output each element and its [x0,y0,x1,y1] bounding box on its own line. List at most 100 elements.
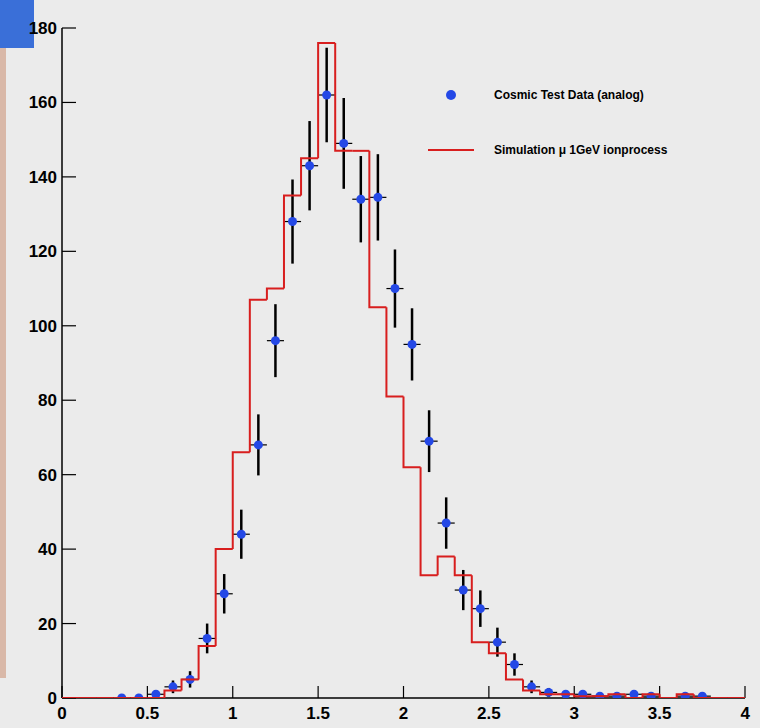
hist-bin [455,557,472,576]
data-point [254,440,263,449]
x-error-bar [113,697,130,698]
hist-bin [147,697,164,698]
y-tick [62,474,76,475]
data-point [356,195,365,204]
hist-bin [694,694,711,698]
hist-bin [557,693,574,695]
hist-bin [79,697,96,698]
y-tick-label: 100 [29,317,57,336]
x-tick-label: 2 [399,704,408,723]
x-tick [318,686,319,698]
y-tick-label: 40 [38,540,57,559]
data-point [390,284,399,293]
data-point [510,660,519,669]
x-tick-label: 1 [228,704,237,723]
legend-label: Simulation μ 1GeV ionprocess [494,143,668,157]
hist-bin [643,694,660,698]
chart: 00.511.522.533.5402040608010012014016018… [0,0,760,728]
y-tick [62,176,76,177]
data-point [203,634,212,643]
data-point [493,638,502,647]
hist-bin [352,150,369,152]
data-point [425,437,434,446]
hist-bin [472,575,489,642]
y-tick-label: 160 [29,93,57,112]
x-error-bar [130,697,147,698]
hist-bin [574,694,591,696]
y-tick [62,325,76,326]
hist-bin [506,653,523,679]
data-point [544,688,553,697]
legend-swatch [446,90,456,100]
hist-bin [489,642,506,653]
y-tick-label: 180 [29,19,57,38]
hist-bin [164,691,181,698]
data-point [305,161,314,170]
x-error-bar [591,696,608,697]
hist-bin [523,679,540,690]
y-tick [62,623,76,624]
hist-bin [386,307,403,396]
hist-bin [335,43,352,151]
hist-bin [608,694,625,696]
plot-area [62,28,745,698]
x-tick-label: 0 [57,704,66,723]
data-point [476,604,485,613]
y-tick-label: 0 [48,689,57,708]
hist-bin [301,158,318,195]
data-point [237,530,246,539]
y-tick [62,27,76,28]
hist-bin [404,397,421,468]
x-tick-label: 3 [570,704,579,723]
hist-bin [438,557,455,576]
data-point [288,217,297,226]
y-tick-label: 80 [38,391,57,410]
hist-bin [421,467,438,575]
data-point [373,193,382,202]
marks [62,43,745,698]
x-tick-label: 1.5 [306,704,330,723]
data-point [459,586,468,595]
x-tick-label: 2.5 [477,704,501,723]
x-tick-label: 3.5 [648,704,672,723]
y-tick [62,549,76,550]
y-tick-label: 140 [29,168,57,187]
x-tick [403,686,404,698]
hist-bin [62,697,79,698]
hist-bin [96,697,113,698]
hist-bin [284,196,301,289]
hist-bin [660,694,677,698]
data-point [408,340,417,349]
hist-bin [182,679,199,690]
hist-bin [233,452,250,549]
hist-bin [113,697,130,698]
hist-bin [267,289,284,300]
hist-bin [130,697,147,698]
data-point [220,589,229,598]
hist-bin [711,697,728,698]
y-tick [62,102,76,103]
data-point [442,519,451,528]
x-error-bar [557,694,574,695]
legend-swatch [428,149,474,151]
y-tick [62,251,76,252]
x-tick-label: 4 [741,704,751,723]
hist-bin [728,697,745,698]
y-tick-label: 20 [38,615,57,634]
data-point [630,690,639,698]
data-point [339,139,348,148]
y-tick [62,400,76,401]
hist-bin [369,151,386,307]
decoration [0,48,6,678]
data-point [271,336,280,345]
hist-bin [540,691,557,695]
hist-bin [625,694,642,698]
y-tick-label: 60 [38,466,57,485]
hist-bin [199,646,216,680]
x-tick [232,686,233,698]
legend-label: Cosmic Test Data (analog) [494,88,644,102]
hist-bin [216,549,233,646]
hist-bin [250,300,267,453]
x-tick [744,686,745,698]
x-tick [488,686,489,698]
